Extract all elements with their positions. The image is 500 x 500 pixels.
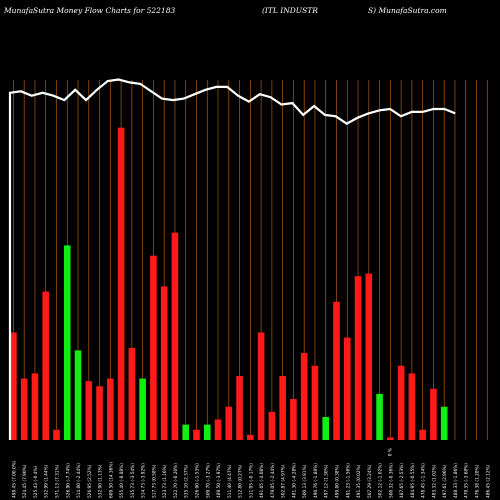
bars: [10, 127, 448, 441]
bar: [63, 245, 71, 440]
bar: [203, 424, 211, 440]
bar: [247, 434, 254, 440]
bar: [10, 332, 17, 440]
x-tick-label: 514.73 (-3.92%): [141, 463, 147, 498]
annotations: 0 %: [387, 448, 393, 456]
bar: [182, 424, 190, 440]
bar: [376, 393, 383, 440]
x-tick-label: 489.50 (-3.97%): [216, 463, 222, 498]
x-tick-label: 481.30 (-4.28%): [291, 463, 297, 498]
bar: [343, 337, 351, 440]
x-tick-label: 502.87 (4.97%): [281, 464, 287, 498]
bar: [354, 276, 362, 440]
bar: [107, 378, 114, 440]
bar: [408, 373, 416, 440]
bar: [440, 406, 448, 440]
x-tick-label: 478.45 (-1.34%): [421, 463, 427, 498]
x-tick-label: 514.00 (-2.44%): [76, 463, 82, 498]
price-line: [8, 78, 456, 440]
x-tick-label: 507.29 (3.24%): [367, 464, 373, 498]
x-tick-label: 497.61 (2.96%): [442, 464, 448, 498]
x-tick-label: 526.95 (2.52%): [87, 464, 93, 498]
bar: [139, 378, 146, 440]
bar: [42, 291, 50, 440]
bar: [311, 365, 319, 440]
bar: [397, 365, 405, 440]
x-tick-label: 502.12 (-1.02%): [378, 463, 384, 498]
bar: [117, 127, 125, 441]
x-tick-label: 609.50 (14.36%): [108, 462, 114, 498]
bar: [85, 381, 93, 440]
bar: [74, 350, 82, 440]
x-tick-label: 524.45 (7.90%): [22, 464, 28, 498]
bar: [387, 437, 394, 440]
x-tick-label: 500.32 (-0.36%): [388, 463, 394, 498]
bar: [300, 352, 308, 440]
x-tick-label: 525.43 (-0.4%): [33, 465, 39, 498]
bar: [150, 255, 157, 440]
x-tick-label: 470.35 (-3.68%): [464, 463, 470, 498]
x-tick-label: 491.35 (0.02%): [356, 464, 362, 498]
bar: [257, 332, 265, 440]
x-tick-label: 498.45 (7.00.0%): [11, 460, 17, 498]
bar: [430, 388, 437, 440]
bar: [322, 416, 330, 440]
x-tick-label: 491.05 (-4.08%): [259, 463, 265, 498]
x-tick-label: 526.90 (-7.74%): [65, 463, 71, 498]
bar: [419, 429, 426, 440]
bar: [365, 273, 373, 440]
x-tick-label: 486.45 (2.12%): [485, 464, 491, 498]
grid-lines: [13, 80, 488, 440]
bar: [333, 301, 340, 440]
bar: [236, 376, 243, 440]
bar: [225, 406, 233, 440]
x-tick-label: 511.95 (-0.17%): [248, 463, 254, 498]
x-axis-labels: 498.45 (7.00.0%) 524.45 (7.90%) 525.43 (-0…: [11, 460, 491, 498]
x-tick-label: 517.73 (0.58%): [151, 464, 157, 498]
bar: [20, 378, 28, 440]
bar: [160, 286, 168, 440]
x-tick-label: 479.05 (-2.44%): [270, 463, 276, 498]
bar: [171, 232, 179, 440]
x-tick-label: 532.99 (1.44%): [44, 464, 50, 498]
chart-header: MunafaSutra Money Flow Charts for 522183…: [0, 0, 500, 24]
annotation-label: 0 %: [387, 448, 393, 456]
x-tick-label: 500.13 (3.91%): [302, 464, 308, 498]
company-name: (ITL INDUSTR: [262, 6, 318, 15]
bar: [279, 376, 286, 440]
bar: [214, 419, 222, 440]
bar: [96, 386, 103, 440]
bar: [53, 429, 60, 440]
x-tick-label: 511.40 (4.47%): [227, 464, 233, 498]
x-tick-label: 571.13 (7.31%): [54, 464, 60, 498]
x-tick-label: 499.00 (0.38%): [335, 464, 341, 498]
bar: [193, 429, 200, 440]
x-tick-label: 522.70 (-0.20%): [173, 463, 179, 498]
x-tick-label: 491.23 (-1.56%): [345, 463, 351, 498]
x-tick-label: 535.10 (2.37%): [184, 464, 190, 498]
bar: [31, 373, 39, 440]
x-tick-label: 509.70 (-3.27%): [205, 463, 211, 498]
x-tick-label: 487.65 (-2.53%): [399, 463, 405, 498]
x-tick-label: 488.33 (-1.86%): [453, 463, 459, 498]
x-tick-label: 490.76 (-1.88%): [313, 463, 319, 498]
bar: [128, 347, 136, 440]
x-tick-label: 484.95 (-0.55%): [410, 463, 416, 498]
x-tick-label: 555.40 (-8.88%): [119, 463, 125, 498]
x-tick-label: 497.12 (1.30%): [324, 464, 330, 498]
x-tick-label: 483.32 (1.02%): [431, 464, 437, 498]
x-tick-label: 532.90 (1.13%): [98, 464, 104, 498]
x-tick-label: 476.38 (1.28%): [475, 464, 481, 498]
x-tick-label: 523.73 (1.16%): [162, 464, 168, 498]
bar: [268, 411, 276, 440]
chart-title: MunafaSutra Money Flow Charts for 522183: [4, 6, 176, 15]
x-tick-label: 512.80 (0.27%): [238, 464, 244, 498]
x-tick-label: 535.73 (-3.54%): [130, 463, 136, 498]
bar: [290, 399, 297, 440]
site-name: S) MunafaSutra.com: [368, 6, 447, 15]
x-tick-label: 526.90 (-1.53%): [194, 463, 200, 498]
